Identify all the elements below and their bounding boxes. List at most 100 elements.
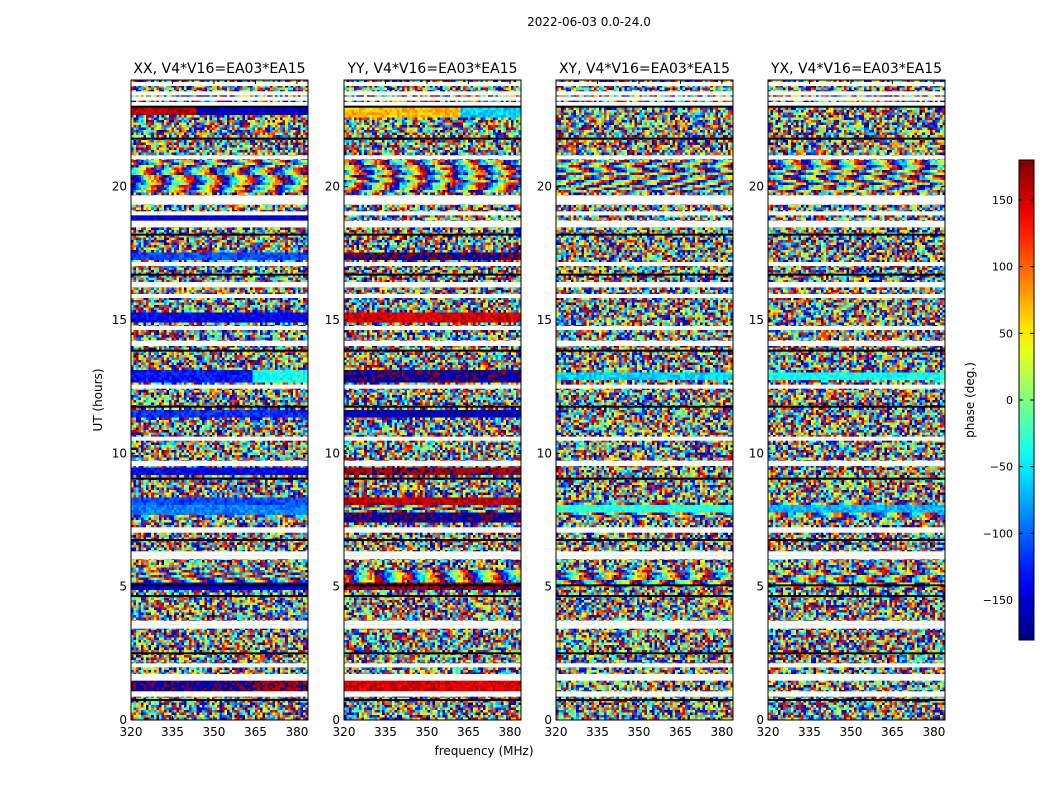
colorbar-tick-label: 0 [1006, 394, 1013, 407]
panel-frame [130, 79, 309, 721]
y-tick-label: 0 [756, 713, 764, 727]
flagged-row [344, 436, 521, 441]
panel-2: XY, V4*V16=EA03*EA15 320 335 350 365 380 0 5 10 1… [537, 61, 734, 739]
x-tick-label: 380 [285, 725, 308, 739]
flagged-row [131, 282, 308, 286]
panel-title: XY, V4*V16=EA03*EA15 [559, 61, 730, 77]
y-tick-label: 5 [544, 580, 552, 594]
flagged-row [768, 155, 945, 160]
flagged-row [556, 200, 733, 205]
black-row [344, 137, 521, 140]
flagged-row [344, 326, 521, 330]
black-row [344, 652, 521, 655]
flagged-row [344, 674, 521, 678]
black-row [131, 652, 308, 655]
black-row [768, 539, 945, 541]
panel-frame [767, 79, 946, 721]
flagged-row [556, 555, 733, 560]
flagged-row [131, 436, 308, 441]
flagged-row [768, 198, 945, 202]
flagged-row [131, 551, 308, 556]
flagged-row [768, 384, 945, 389]
x-tick-label: 320 [120, 725, 143, 739]
flagged-row [556, 436, 733, 441]
flagged-row [131, 676, 308, 681]
black-row [556, 539, 733, 541]
panel-frame [555, 79, 734, 721]
black-row [768, 137, 945, 140]
flagged-row [131, 674, 308, 678]
black-row [344, 584, 521, 587]
y-tick-label: 10 [112, 446, 127, 460]
flagged-row [131, 620, 308, 625]
black-row [556, 405, 733, 408]
flagged-row [131, 294, 308, 298]
flagged-row [768, 326, 945, 330]
x-tick-label: 320 [757, 725, 780, 739]
black-row [344, 699, 521, 701]
black-row [131, 584, 308, 587]
panel-title: XX, V4*V16=EA03*EA15 [133, 61, 305, 77]
black-row [556, 652, 733, 655]
black-row [768, 349, 945, 352]
flagged-row [556, 527, 733, 532]
y-tick-label: 15 [537, 313, 552, 327]
flagged-row [344, 676, 521, 681]
flagged-row [768, 82, 945, 86]
flagged-row [344, 82, 521, 86]
x-tick-label: 350 [203, 725, 226, 739]
flagged-row [768, 200, 945, 205]
y-tick-label: 20 [325, 180, 340, 194]
black-row [768, 405, 945, 408]
black-row [344, 539, 521, 541]
black-row [344, 105, 521, 108]
flagged-row [131, 460, 308, 465]
black-row [344, 595, 521, 597]
flagged-row [556, 211, 733, 216]
black-row [768, 652, 945, 655]
flagged-row [131, 195, 308, 200]
panel-title: YX, V4*V16=EA03*EA15 [770, 61, 942, 77]
black-row [131, 273, 308, 276]
black-row [556, 584, 733, 587]
flagged-row [344, 294, 521, 298]
flagged-row [768, 620, 945, 625]
flagged-row [556, 663, 733, 668]
black-row [556, 477, 733, 480]
flagged-row [131, 527, 308, 532]
flagged-row [768, 96, 945, 101]
black-row [344, 273, 521, 276]
flagged-row [344, 282, 521, 286]
panel-frame [343, 79, 522, 721]
black-row [344, 349, 521, 352]
flagged-row [131, 211, 308, 216]
y-tick-label: 20 [749, 180, 764, 194]
black-row [556, 349, 733, 352]
x-tick-label: 380 [922, 725, 945, 739]
phase-heatmap [556, 80, 733, 720]
y-tick-label: 5 [332, 580, 340, 594]
colorbar-tick-label: 150 [992, 194, 1013, 207]
flagged-row [768, 676, 945, 681]
y-tick-label: 20 [112, 180, 127, 194]
flagged-row [131, 220, 308, 225]
colorbar: −150 −100 −50 0 50 100 150 [983, 159, 1035, 641]
x-tick-label: 365 [881, 725, 904, 739]
panels: XX, V4*V16=EA03*EA15 320 335 350 365 380 0 5 10 1… [112, 61, 946, 739]
flagged-row [131, 223, 308, 228]
flagged-row [768, 282, 945, 286]
x-tick-label: 350 [416, 725, 439, 739]
flagged-row [344, 340, 521, 345]
colorbar-tick-label: 100 [992, 261, 1013, 274]
flagged-row [131, 91, 308, 96]
flagged-row [556, 82, 733, 86]
flagged-row [556, 223, 733, 228]
black-row [131, 405, 308, 408]
x-tick-label: 380 [710, 725, 733, 739]
black-row [131, 233, 308, 236]
flagged-row [556, 220, 733, 225]
flagged-row [131, 340, 308, 345]
flagged-row [131, 198, 308, 202]
flagged-row [344, 663, 521, 668]
